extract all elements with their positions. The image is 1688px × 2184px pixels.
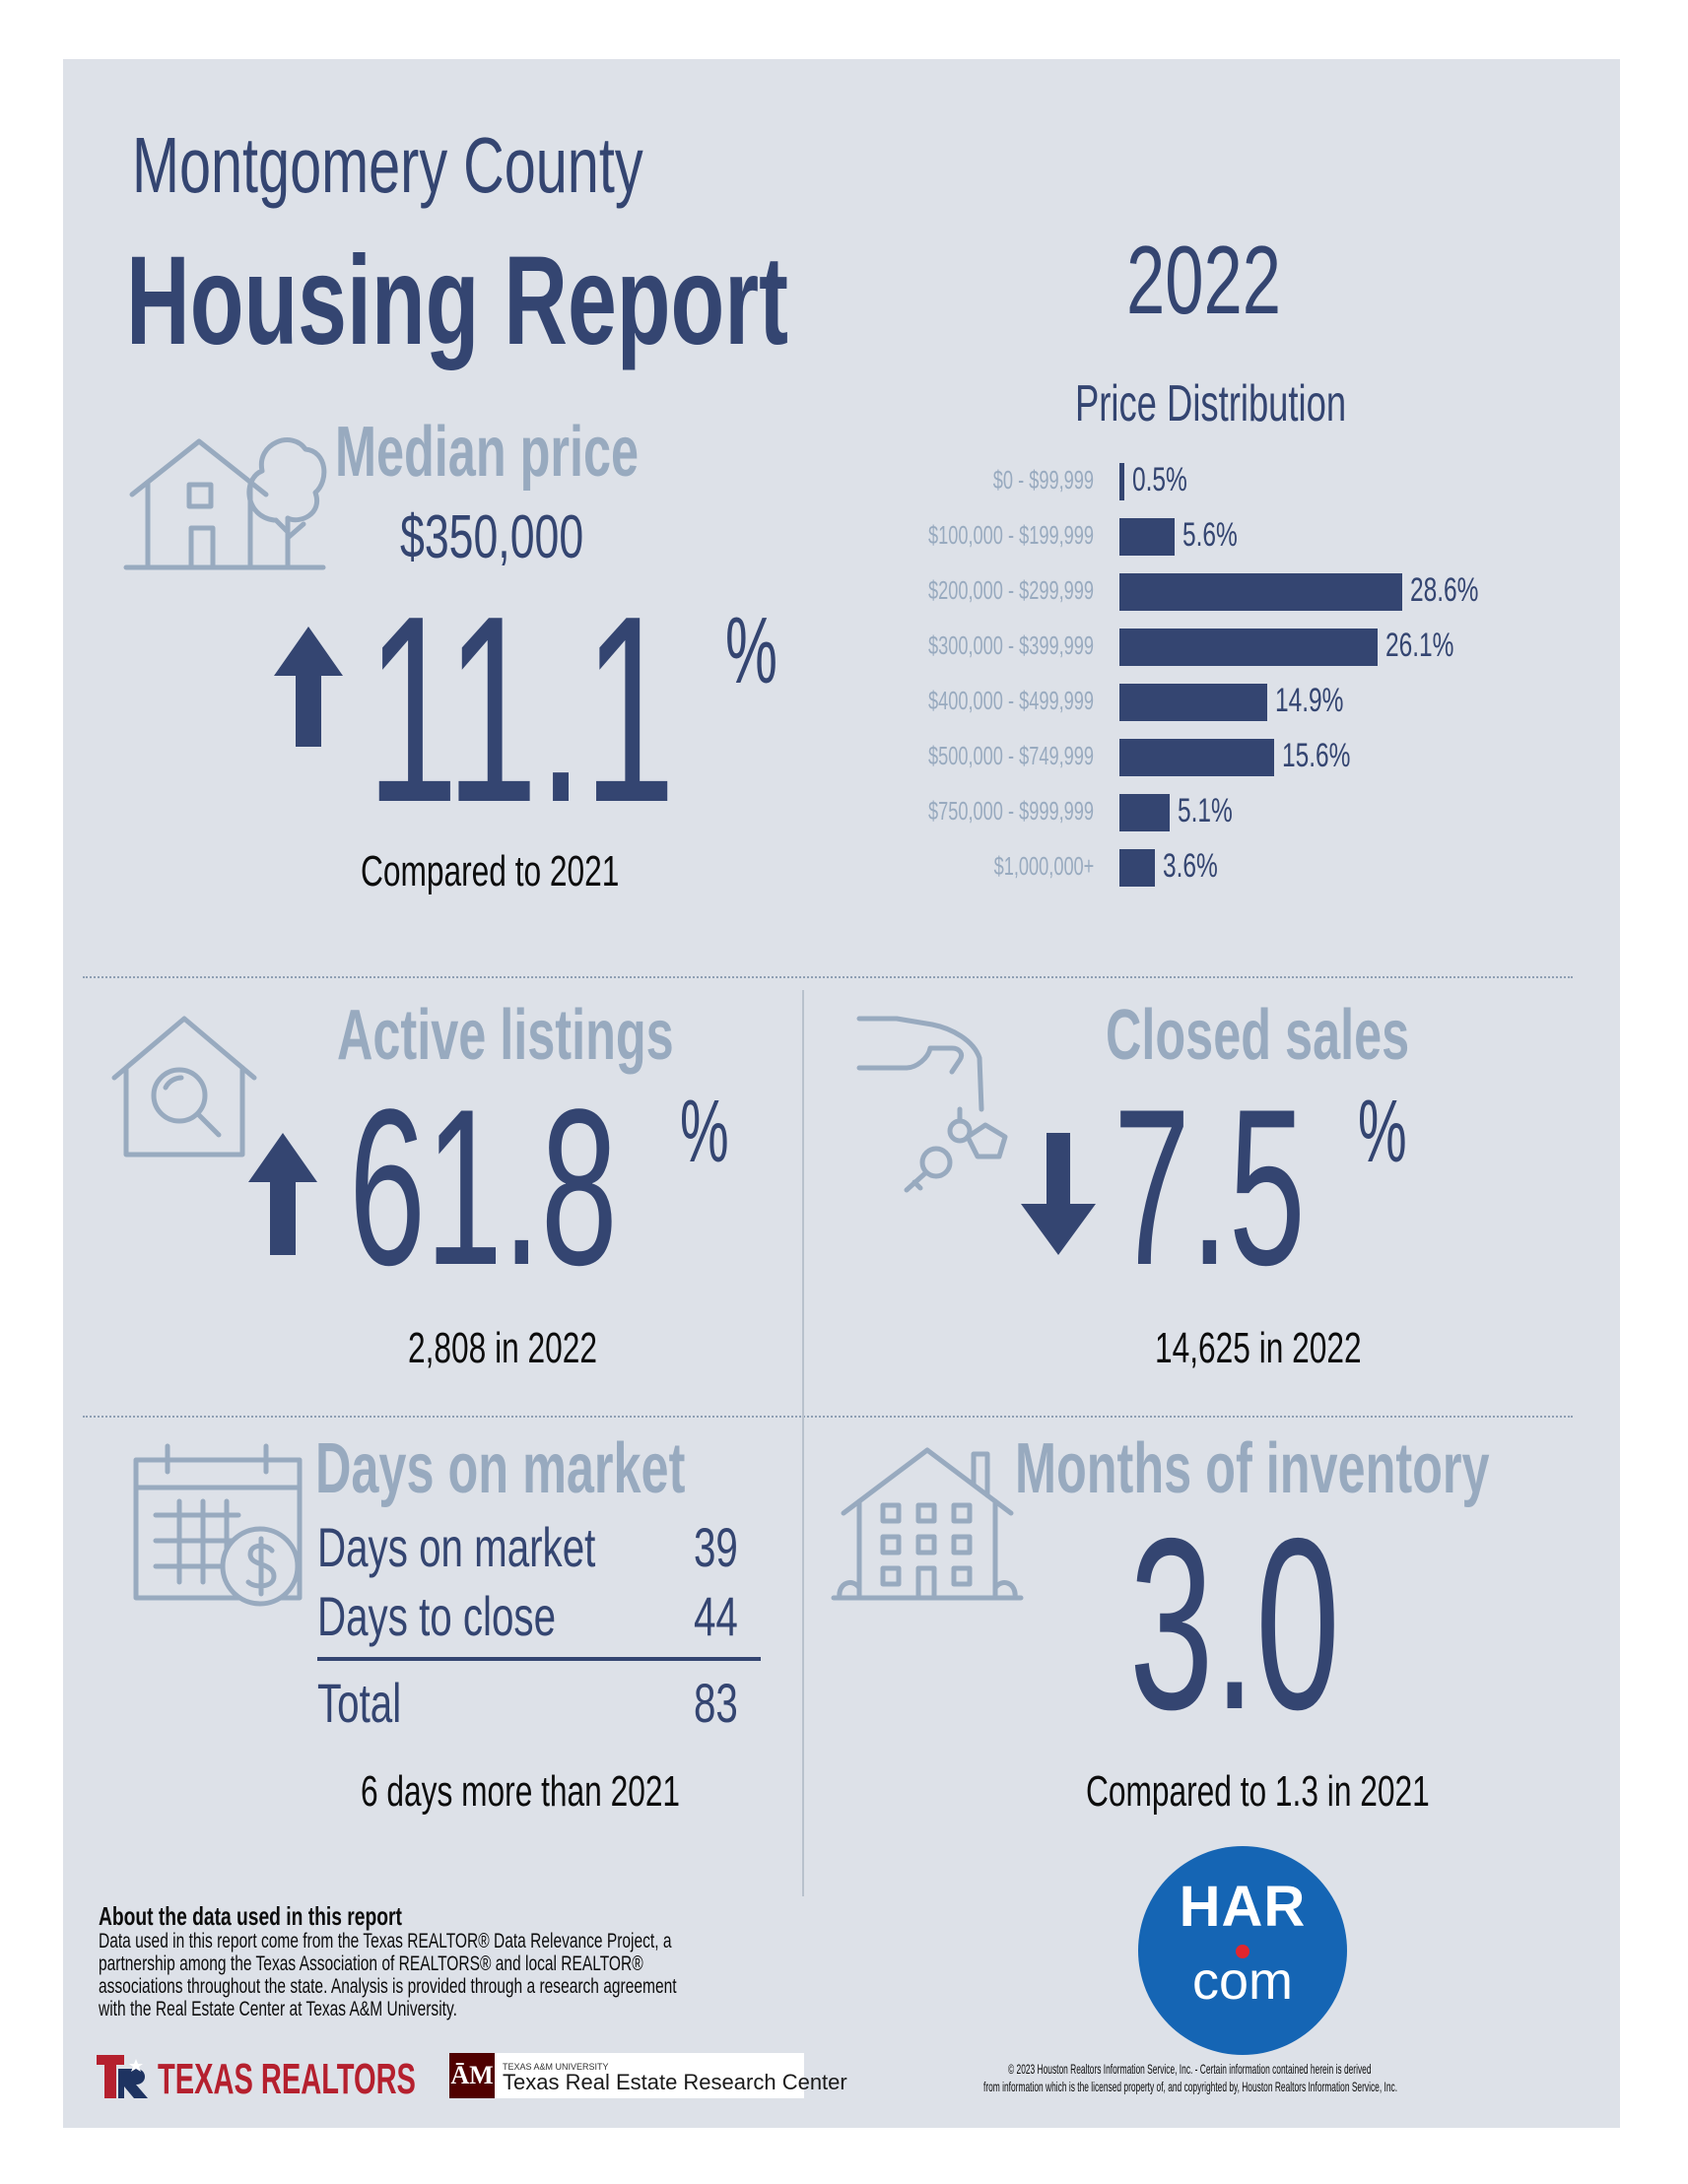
bar [1119,629,1379,666]
bar-category-label: $400,000 - $499,999 [928,686,1094,715]
about-body: Data used in this report come from the T… [99,1931,880,2021]
report-year: 2022 [1126,226,1281,334]
copyright-line-2: from information which is the licensed p… [983,2079,1398,2094]
days-on-market-heading: Days on market [315,1429,686,1508]
report-panel [63,59,1620,2128]
tamu-logo[interactable]: ĀM TEXAS A&M UNIVERSITY Texas Real Estat… [449,2053,847,2098]
dom-row-value: 39 [694,1516,738,1578]
arrow-up-icon [274,627,343,747]
hand-keys-icon [856,1016,1008,1193]
bar-category-label: $750,000 - $999,999 [928,796,1094,826]
bar-category-label: $1,000,000+ [993,851,1094,881]
total-row-value: 83 [694,1672,738,1734]
median-price-caption: Compared to 2021 [361,847,620,895]
bar-value-label: 0.5% [1132,461,1187,498]
dtc-row-value: 44 [694,1585,738,1647]
house-tree-icon [123,437,327,570]
active-listings-heading: Active listings [337,996,674,1075]
texas-realtors-logo[interactable]: TEXAS REALTORS [97,2053,422,2103]
bar-category-label: $500,000 - $749,999 [928,741,1094,770]
bar-value-label: 5.6% [1182,516,1239,554]
about-line: Data used in this report come from the T… [99,1930,672,1952]
bar [1119,518,1176,556]
divider-upper [83,976,1573,978]
copyright-line-1: © 2023 Houston Realtors Information Serv… [1008,2061,1372,2077]
median-price-value: $350,000 [400,503,584,571]
bar-category-label: $300,000 - $399,999 [928,630,1094,660]
months-inventory-value: 3.0 [1129,1487,1340,1760]
arrow-up-icon [248,1133,317,1255]
closed-sales-change: 7.5 [1114,1062,1306,1311]
texas-realtors-wordmark: TEXAS REALTORS [158,2055,416,2103]
closed-sales-heading: Closed sales [1106,996,1410,1075]
divider-lower [83,1416,1573,1418]
texas-realtors-mark-icon [97,2055,148,2098]
median-price-change: 11.1 [367,562,676,858]
active-listings-caption: 2,808 in 2022 [408,1324,598,1372]
about-line: partnership among the Texas Association … [99,1952,643,1975]
active-listings-change: 61.8 [349,1062,618,1311]
months-inventory-caption: Compared to 1.3 in 2021 [1086,1767,1430,1816]
total-rule [317,1657,761,1661]
calendar-dollar-icon [133,1443,303,1607]
report-title: Housing Report [126,231,788,371]
active-listings-percent-sign: % [680,1083,729,1181]
bar-value-label: 3.6% [1163,847,1218,885]
bar [1119,684,1267,721]
median-price-percent-sign: % [725,598,777,703]
har-logo-dot [1236,1945,1249,1958]
bar [1119,463,1125,500]
divider-vertical [802,990,804,1896]
bar [1119,794,1171,831]
chart-title: Price Distribution [1075,375,1347,432]
about-line: with the Real Estate Center at Texas A&M… [99,1998,457,2020]
about-heading: About the data used in this report [99,1901,402,1931]
bar-value-label: 28.6% [1410,571,1479,609]
har-logo-top: HAR [1179,1875,1307,1939]
months-inventory-heading: Months of inventory [1015,1429,1490,1508]
bar-category-label: $100,000 - $199,999 [928,520,1094,550]
days-on-market-caption: 6 days more than 2021 [361,1767,681,1816]
har-logo[interactable]: HAR com [1138,1846,1347,2055]
arrow-down-icon [1021,1133,1096,1255]
house-search-icon [111,1016,257,1158]
county-name: Montgomery County [132,121,643,209]
bar-value-label: 15.6% [1281,737,1351,774]
har-logo-bottom: com [1191,1952,1293,2011]
bar-category-label: $200,000 - $299,999 [928,575,1094,605]
bar-value-label: 5.1% [1178,792,1234,829]
bar-value-label: 14.9% [1274,682,1344,719]
median-price-heading: Median price [335,413,640,492]
bar-category-label: $0 - $99,999 [992,465,1094,495]
total-row-label: Total [317,1672,402,1734]
closed-sales-percent-sign: % [1358,1083,1407,1181]
closed-sales-caption: 14,625 in 2022 [1155,1324,1362,1372]
about-line: associations throughout the state. Analy… [99,1975,677,1998]
bar [1119,573,1403,611]
tamu-mark-icon: ĀM [449,2053,495,2098]
bar-value-label: 26.1% [1385,627,1454,664]
tamu-small-text: TEXAS A&M UNIVERSITY [503,2062,609,2072]
apartment-building-icon [831,1447,1024,1601]
dom-row-label: Days on market [317,1516,596,1578]
tamu-center-name: Texas Real Estate Research Center [503,2070,847,2094]
dtc-row-label: Days to close [317,1585,557,1647]
bar [1119,849,1156,887]
bar [1119,739,1274,776]
